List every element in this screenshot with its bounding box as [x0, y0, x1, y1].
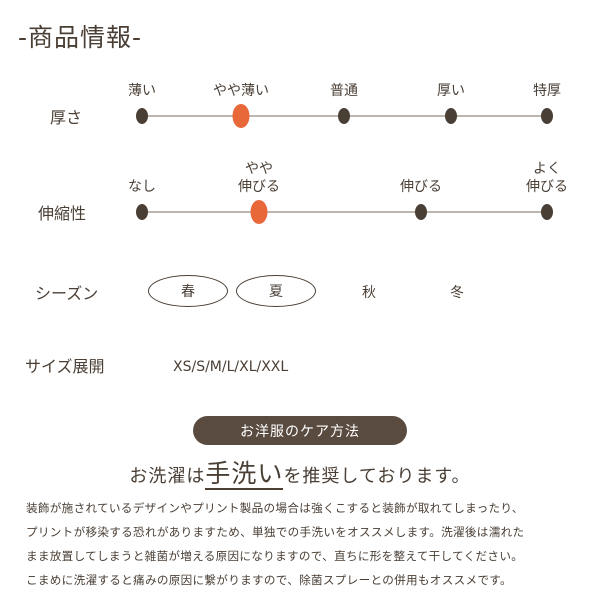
- care-line: まま放置してしまうと雑菌が増える原因になりますので、直ちに形を整えて干してくださ…: [26, 549, 524, 563]
- stretch-option-label: よく 伸びる: [526, 161, 568, 195]
- stretch-scale-line: [142, 211, 547, 213]
- care-description: 装飾が施されているデザインやプリント製品の場合は強くこすると装飾が取れてしまった…: [26, 496, 586, 592]
- stretch-option-label: 伸びる: [400, 179, 442, 195]
- stretch-dot: [541, 204, 553, 220]
- thickness-dot: [136, 108, 148, 124]
- thickness-dot: [445, 108, 457, 124]
- season-spring: 春: [181, 284, 195, 300]
- stretch-option-label: なし: [128, 179, 156, 195]
- season-label: シーズン: [35, 284, 99, 303]
- thickness-option-label: 普通: [330, 83, 358, 99]
- care-line: こまめに洗濯すると痛みの原因に繋がりますので、除菌スプレーとの併用もオススメです…: [26, 573, 512, 587]
- season-autumn: 秋: [362, 285, 376, 301]
- thickness-label: 厚さ: [50, 108, 83, 127]
- headline-emphasis: 手洗い: [205, 459, 284, 490]
- stretch-label: 伸縮性: [38, 204, 87, 223]
- thickness-option-label: 特厚: [533, 83, 561, 99]
- season-spring-selected: 春: [148, 275, 228, 307]
- stretch-dot: [415, 204, 427, 220]
- page-title: -商品情報-: [18, 23, 143, 52]
- stretch-option-label: やや 伸びる: [238, 161, 280, 195]
- headline-post: を推奨しております。: [283, 466, 471, 487]
- size-label: サイズ展開: [25, 357, 105, 376]
- season-winter: 冬: [450, 285, 464, 301]
- season-summer-selected: 夏: [236, 275, 316, 307]
- care-line: プリントが移染する恐れがありますため、単独での手洗いをオススメします。洗濯後は濡…: [26, 525, 525, 539]
- thickness-dot-selected: [232, 104, 250, 128]
- care-line: 装飾が施されているデザインやプリント製品の場合は強くこすると装飾が取れてしまった…: [26, 501, 524, 515]
- care-headline: お洗濯は手洗いを推奨しております。: [0, 454, 600, 490]
- stretch-dot: [136, 204, 148, 220]
- care-badge: お洋服のケア方法: [193, 416, 407, 445]
- thickness-option-label: やや薄い: [213, 83, 269, 99]
- headline-pre: お洗濯は: [129, 466, 206, 487]
- season-summer: 夏: [269, 284, 283, 300]
- size-value: XS/S/M/L/XL/XXL: [173, 359, 289, 375]
- thickness-option-label: 厚い: [437, 83, 465, 99]
- thickness-dot: [338, 108, 350, 124]
- thickness-option-label: 薄い: [128, 83, 156, 99]
- stretch-dot-selected: [250, 200, 268, 224]
- thickness-dot: [541, 108, 553, 124]
